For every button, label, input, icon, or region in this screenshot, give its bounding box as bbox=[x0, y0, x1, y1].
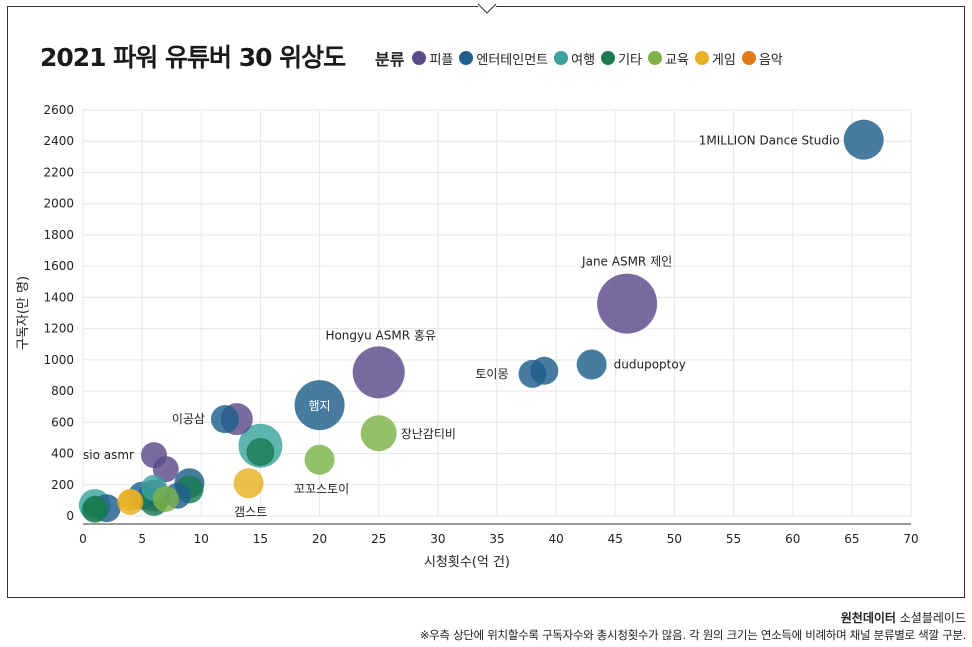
y-tick-label: 1800 bbox=[43, 228, 74, 242]
legend-swatch bbox=[601, 51, 616, 65]
x-tick-label: 40 bbox=[549, 532, 564, 546]
bubble bbox=[518, 359, 547, 388]
legend-swatch bbox=[459, 51, 474, 65]
legend-item-0: 피플 bbox=[412, 49, 453, 68]
y-tick-label: 2400 bbox=[43, 134, 74, 148]
bubble-label: Hongyu ASMR 홍유 bbox=[325, 328, 436, 342]
y-tick-label: 200 bbox=[51, 478, 74, 492]
x-tick-label: 15 bbox=[253, 532, 268, 546]
legend: 분류 피플 엔터테인먼트 여행 기타 교육 게임 음악 bbox=[375, 46, 789, 70]
bubble-label: Jane ASMR 제인 bbox=[581, 255, 672, 269]
bubble-label: 장난감티비 bbox=[401, 427, 456, 441]
y-tick-label: 1000 bbox=[43, 353, 74, 367]
x-tick-label: 0 bbox=[79, 532, 87, 546]
chevron-down-icon[interactable] bbox=[465, 0, 509, 14]
legend-item-2: 여행 bbox=[554, 49, 595, 68]
y-tick-label: 2600 bbox=[43, 103, 74, 117]
y-tick-label: 400 bbox=[51, 447, 74, 461]
x-tick-label: 5 bbox=[138, 532, 146, 546]
footnote: ※우측 상단에 위치할수록 구독자수와 총시청횟수가 많음. 각 원의 크기는 … bbox=[419, 628, 966, 642]
source-label: 원천데이터 bbox=[840, 611, 896, 625]
legend-item-1: 엔터테인먼트 bbox=[459, 49, 548, 68]
bubble bbox=[304, 444, 335, 475]
bubble bbox=[233, 468, 264, 499]
legend-label: 음악 bbox=[758, 52, 783, 68]
legend-label: 여행 bbox=[571, 52, 596, 68]
y-tick-label: 1600 bbox=[43, 259, 74, 273]
x-tick-label: 70 bbox=[903, 532, 918, 546]
x-tick-label: 30 bbox=[430, 532, 445, 546]
bubble-chart: 0 5 10 15 20 25 30 35 40 45 50 55 60 65 70 0 200 400 600 80… bbox=[16, 103, 919, 570]
x-axis-title: 시청횟수(억 건) bbox=[424, 555, 510, 570]
bubble bbox=[294, 380, 345, 431]
bubble-label: 꼬꼬스토이 bbox=[294, 482, 349, 496]
bubble bbox=[576, 349, 607, 380]
x-tick-label: 45 bbox=[608, 532, 623, 546]
bubble-label: 토이몽 bbox=[475, 367, 508, 381]
legend-label: 기타 bbox=[618, 52, 642, 68]
chart-title: 2021 파워 유튜버 30 위상도 bbox=[40, 43, 346, 72]
legend-label: 엔터테인먼트 bbox=[476, 52, 549, 68]
bubble bbox=[597, 273, 658, 334]
source-name: 소셜블레이드 bbox=[895, 611, 966, 625]
bubble bbox=[83, 495, 106, 518]
bubble bbox=[119, 489, 142, 512]
legend-item-4: 교육 bbox=[647, 49, 689, 68]
legend-swatch bbox=[412, 51, 427, 65]
bubble bbox=[210, 405, 239, 434]
x-tick-label: 50 bbox=[667, 532, 682, 546]
y-tick-label: 600 bbox=[51, 415, 74, 429]
legend-items: 피플 엔터테인먼트 여행 기타 교육 게임 음악 bbox=[412, 49, 788, 68]
legend-swatch bbox=[694, 51, 709, 65]
legend-label: 피플 bbox=[429, 52, 454, 68]
bubble bbox=[352, 346, 405, 399]
x-tick-label: 10 bbox=[194, 532, 209, 546]
bubble-label: 갬스트 bbox=[234, 505, 267, 519]
x-tick-label: 25 bbox=[371, 532, 386, 546]
x-tick-label: 20 bbox=[312, 532, 327, 546]
legend-label: 게임 bbox=[711, 52, 736, 68]
bubble-label: 이공삼 bbox=[172, 412, 205, 426]
y-tick-label: 1400 bbox=[43, 290, 74, 304]
legend-swatch bbox=[741, 51, 756, 65]
bubble bbox=[360, 415, 397, 452]
y-axis-title: 구독자(만 명) bbox=[16, 276, 31, 350]
y-tick-label: 0 bbox=[66, 509, 74, 523]
bubble bbox=[152, 485, 179, 512]
bubble bbox=[843, 119, 884, 160]
bubble-label: dudupoptoy bbox=[614, 358, 686, 372]
y-tick-label: 2200 bbox=[43, 165, 74, 179]
bubble bbox=[246, 437, 275, 466]
x-tick-label: 55 bbox=[726, 532, 741, 546]
legend-item-5: 게임 bbox=[694, 49, 736, 68]
legend-title: 분류 bbox=[375, 50, 405, 69]
y-tick-label: 1200 bbox=[43, 322, 74, 336]
bubble-label: 1MILLION Dance Studio bbox=[699, 134, 840, 148]
y-tick-label: 2000 bbox=[43, 197, 74, 211]
source-line: 원천데이터 소셜블레이드 bbox=[841, 609, 966, 626]
bubble bbox=[152, 456, 179, 483]
legend-swatch bbox=[647, 51, 662, 65]
y-tick-label: 800 bbox=[51, 384, 74, 398]
x-tick-label: 35 bbox=[489, 532, 504, 546]
legend-item-6: 음악 bbox=[741, 49, 783, 68]
x-tick-label: 65 bbox=[844, 532, 859, 546]
x-tick-label: 60 bbox=[785, 532, 800, 546]
bubble-label: 햄지 bbox=[309, 399, 331, 413]
legend-label: 교육 bbox=[664, 52, 689, 68]
legend-item-3: 기타 bbox=[601, 49, 642, 68]
bubble-label: sio asmr bbox=[83, 448, 134, 462]
legend-swatch bbox=[554, 51, 569, 65]
